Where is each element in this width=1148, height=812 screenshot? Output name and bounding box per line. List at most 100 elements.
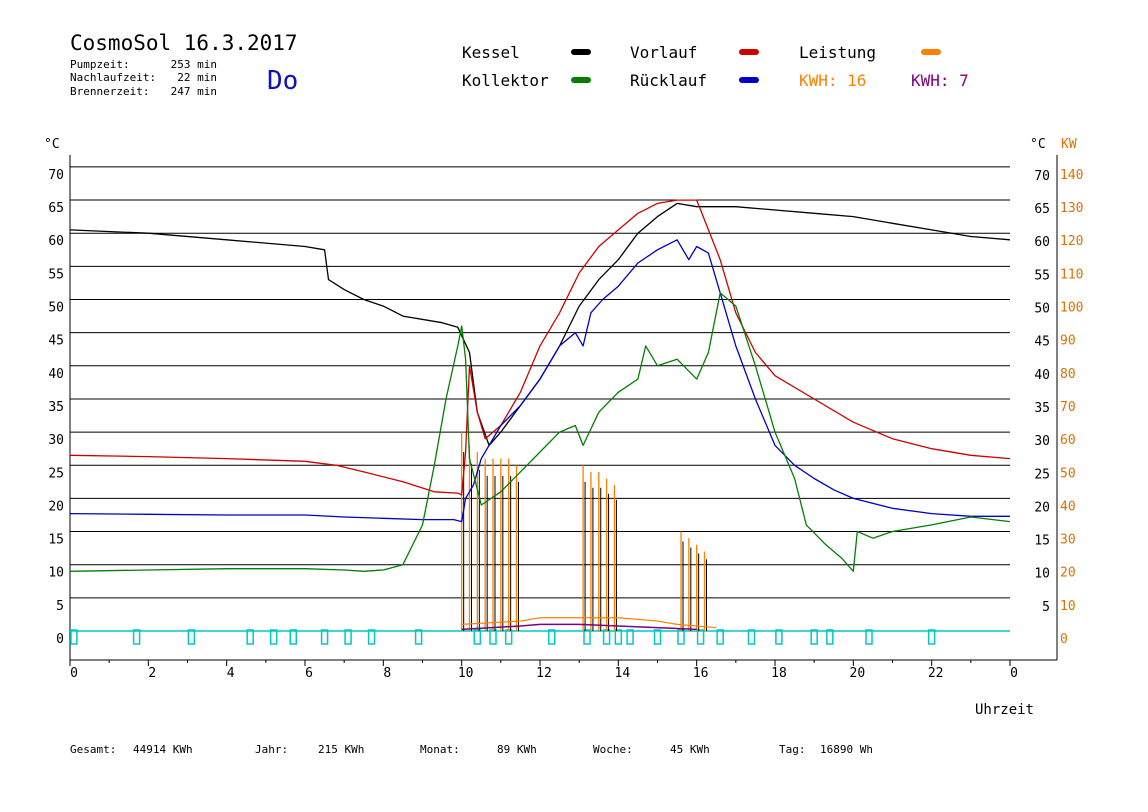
pumpzeit-value: 253 min xyxy=(171,58,217,71)
x-tick-label: 0 xyxy=(70,666,78,681)
tag-label: Tag: xyxy=(779,743,806,756)
y-left-tick-label: 25 xyxy=(48,466,64,481)
y-right2-tick-label: 0 xyxy=(1060,632,1068,647)
y-right2-tick-label: 50 xyxy=(1060,466,1076,481)
y-left-tick-label: 20 xyxy=(48,499,64,514)
x-tick-label: 8 xyxy=(383,666,391,681)
y-left-tick-label: 45 xyxy=(48,334,64,349)
y-right-tick-label: 15 xyxy=(1034,534,1050,549)
tag-value: 16890 Wh xyxy=(820,743,873,756)
nachlaufzeit-label: Nachlaufzeit: xyxy=(70,71,156,84)
kwh2-trace xyxy=(461,623,697,631)
series-line-kollektor xyxy=(69,292,1011,572)
pump-mark xyxy=(826,629,834,645)
pump-mark xyxy=(865,629,873,645)
y-left-tick-label: 30 xyxy=(48,433,64,448)
monat-label: Monat: xyxy=(420,743,460,756)
chart-title: CosmoSol 16.3.2017 xyxy=(70,31,298,55)
x-tick-label: 22 xyxy=(928,666,944,681)
y-left-tick-label: 0 xyxy=(56,632,64,647)
weekday-label: Do xyxy=(267,66,298,96)
y-right2-tick-label: 60 xyxy=(1060,433,1076,448)
gesamt-value: 44914 KWh xyxy=(133,743,193,756)
pump-mark xyxy=(414,629,423,645)
pump-mark xyxy=(70,629,78,645)
y-left-tick-label: 55 xyxy=(48,267,64,282)
pump-mark xyxy=(269,629,278,645)
pump-mark xyxy=(626,629,634,645)
x-tick-label: 6 xyxy=(305,666,313,681)
gridlines xyxy=(69,155,1058,661)
y-left-tick-label: 60 xyxy=(48,234,64,249)
x-axis-label: Uhrzeit xyxy=(975,702,1034,718)
pump-mark xyxy=(583,629,591,645)
x-tick-label: 16 xyxy=(693,666,709,681)
pump-mark xyxy=(473,629,482,645)
y-left-tick-label: 5 xyxy=(56,599,64,614)
y-left-tick-label: 15 xyxy=(48,533,64,548)
legend-kessel-label: Kessel xyxy=(462,43,520,62)
y-right2-tick-label: 110 xyxy=(1060,267,1083,282)
pump-mark xyxy=(246,629,254,645)
y-right2-unit: KW xyxy=(1061,137,1077,152)
pump-mark xyxy=(696,629,705,645)
legend-ruecklauf-swatch xyxy=(739,77,759,83)
gesamt-label: Gesamt: xyxy=(70,743,116,756)
pumpzeit-label: Pumpzeit: xyxy=(70,58,130,71)
y-right-tick-label: 55 xyxy=(1034,268,1050,283)
legend-vorlauf-swatch xyxy=(739,49,759,55)
y-right-tick-label: 65 xyxy=(1034,202,1050,217)
pump-mark xyxy=(927,629,936,645)
pump-mark xyxy=(677,629,685,645)
brennerzeit-label: Brennerzeit: xyxy=(70,85,149,98)
pump-mark xyxy=(747,629,756,645)
jahr-value: 215 KWh xyxy=(318,743,364,756)
y-right-unit: °C xyxy=(1030,137,1046,152)
pump-mark xyxy=(344,629,352,645)
y-right2-tick-label: 80 xyxy=(1060,367,1076,382)
legend-kwh1-label: KWH: 16 xyxy=(799,71,866,90)
nachlaufzeit-value: 22 min xyxy=(177,71,217,84)
pump-mark xyxy=(187,629,196,645)
legend-kollektor-label: Kollektor xyxy=(462,71,549,90)
y-right2-tick-label: 100 xyxy=(1060,301,1083,316)
x-tick-label: 14 xyxy=(615,666,631,681)
x-tick-label: 10 xyxy=(458,666,474,681)
legend-leistung-label: Leistung xyxy=(799,43,876,62)
y-right-tick-label: 50 xyxy=(1034,302,1050,317)
y-left-tick-label: 70 xyxy=(48,168,64,183)
y-right-tick-label: 40 xyxy=(1034,368,1050,383)
x-tick-label: 4 xyxy=(227,666,235,681)
x-tick-label: 18 xyxy=(771,666,787,681)
y-right2-tick-label: 70 xyxy=(1060,400,1076,415)
x-tick-label: 0 xyxy=(1010,666,1018,681)
y-right-tick-label: 30 xyxy=(1034,434,1050,449)
legend-kollektor-swatch xyxy=(571,77,591,83)
x-tick-label: 12 xyxy=(536,666,552,681)
axis-ticks: 0 2 4 6 8 10 12 14 16 18 20 22 005101520253035404550… xyxy=(48,168,1083,681)
y-right2-tick-label: 90 xyxy=(1060,334,1076,349)
y-right2-tick-label: 140 xyxy=(1060,168,1083,183)
y-left-tick-label: 50 xyxy=(48,301,64,316)
series-line-kessel xyxy=(69,202,1011,447)
y-right-tick-label: 10 xyxy=(1034,567,1050,582)
legend-kwh2-label: KWH: 7 xyxy=(911,71,969,90)
y-right2-tick-label: 130 xyxy=(1060,201,1083,216)
y-right-tick-label: 70 xyxy=(1034,169,1050,184)
monat-value: 89 KWh xyxy=(497,743,537,756)
pump-mark xyxy=(504,629,513,645)
pump-mark xyxy=(602,629,611,645)
y-right-tick-label: 5 xyxy=(1042,600,1050,615)
y-left-tick-label: 40 xyxy=(48,367,64,382)
woche-value: 45 KWh xyxy=(670,743,710,756)
pump-mark xyxy=(810,629,818,645)
y-right-tick-label: 20 xyxy=(1034,500,1050,515)
y-left-tick-label: 10 xyxy=(48,566,64,581)
legend-vorlauf-label: Vorlauf xyxy=(630,43,697,62)
y-right2-tick-label: 10 xyxy=(1060,599,1076,614)
legend-ruecklauf-label: Rücklauf xyxy=(630,71,707,90)
pump-mark xyxy=(614,629,623,645)
leistung-trace xyxy=(461,617,717,629)
y-right-tick-label: 35 xyxy=(1034,401,1050,416)
